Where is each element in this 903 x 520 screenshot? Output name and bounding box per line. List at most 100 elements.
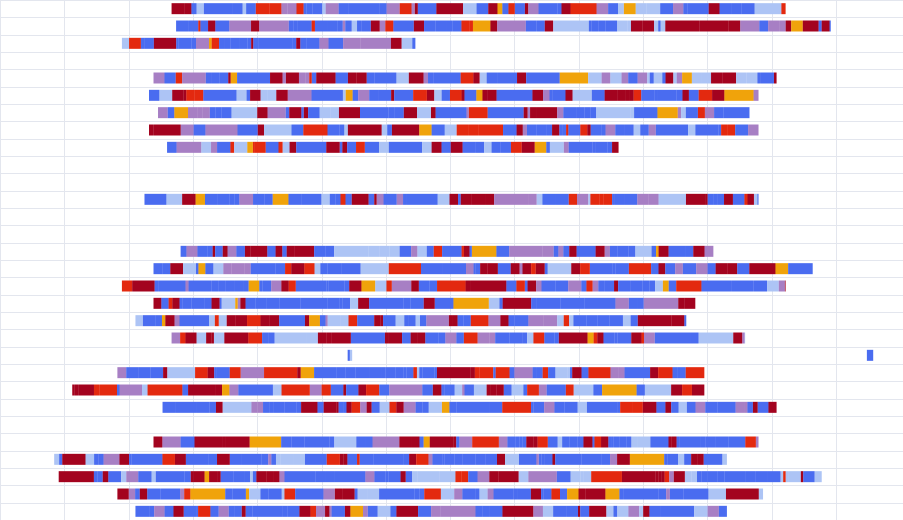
bar-segment	[207, 367, 215, 379]
bar-segment	[566, 505, 578, 517]
bar-segment	[560, 488, 568, 500]
bar-segment	[213, 332, 225, 344]
bar-segment	[260, 89, 268, 101]
bar-segment	[188, 384, 216, 396]
bar-segment	[119, 384, 143, 396]
bar-segment	[164, 505, 174, 517]
bar-segment	[162, 436, 181, 448]
bar-segment	[419, 436, 424, 448]
bar-segment	[309, 315, 320, 327]
bar-segment	[153, 436, 163, 448]
bar-segment	[300, 37, 307, 49]
bar-segment	[206, 332, 212, 344]
bar-segment	[188, 107, 198, 119]
bar-segment	[255, 3, 270, 15]
bar-segment	[553, 505, 567, 517]
bar-segment	[196, 332, 207, 344]
bar-segment	[219, 297, 222, 309]
bar-segment	[304, 453, 327, 465]
bar-segment	[350, 297, 359, 309]
bar-segment	[296, 141, 327, 153]
bar-segment	[357, 315, 375, 327]
bar-segment	[186, 89, 195, 101]
bar-segment	[488, 3, 498, 15]
bar-segment	[297, 367, 301, 379]
bar-segment	[578, 488, 586, 500]
bar-segment	[521, 141, 535, 153]
bar-segment	[424, 488, 441, 500]
bar-segment	[657, 107, 678, 119]
bar-segment	[211, 37, 220, 49]
bar-segment	[327, 297, 340, 309]
bar-segment	[779, 20, 786, 32]
bar-segment	[428, 401, 442, 413]
bar-segment	[347, 141, 357, 153]
bar-segment	[234, 505, 242, 517]
bar-segment	[374, 471, 386, 483]
bar-segment	[601, 124, 606, 136]
bar-segment	[601, 453, 611, 465]
bar-segment	[236, 245, 242, 257]
bar-segment	[361, 20, 371, 32]
bar-segment	[441, 401, 450, 413]
bar-segment	[456, 124, 469, 136]
bar-segment	[665, 72, 674, 84]
bar-segment	[685, 367, 705, 379]
bar-segment	[440, 505, 476, 517]
bar-segment	[289, 107, 302, 119]
bar-segment	[288, 193, 302, 205]
bar-segment	[749, 263, 776, 275]
bar-segment	[194, 89, 204, 101]
bar-segment	[592, 436, 595, 448]
bar-segment	[241, 453, 262, 465]
bar-segment	[456, 332, 464, 344]
bar-segment	[347, 72, 357, 84]
bar-segment	[337, 20, 343, 32]
bar-segment	[461, 89, 465, 101]
bar-segment	[385, 471, 389, 483]
bar-segment	[639, 505, 644, 517]
bar-segment	[517, 488, 531, 500]
bar-segment	[415, 315, 420, 327]
bar-segment	[175, 401, 197, 413]
bar-segment	[422, 401, 429, 413]
bar-segment	[649, 280, 656, 292]
bar-segment	[224, 37, 231, 49]
bar-segment	[454, 488, 463, 500]
bar-segment	[311, 89, 343, 101]
bar-segment	[309, 72, 312, 84]
bar-segment	[596, 3, 609, 15]
bar-segment	[748, 124, 759, 136]
bar-segment	[707, 263, 716, 275]
bar-segment	[724, 89, 754, 101]
bar-segment	[757, 72, 761, 84]
bar-segment	[605, 124, 616, 136]
bar-segment	[653, 72, 663, 84]
bar-segment	[612, 193, 615, 205]
bar-segment	[304, 263, 315, 275]
bar-segment	[281, 436, 292, 448]
bar-segment	[781, 3, 786, 15]
bar-segment	[745, 436, 756, 448]
bar-segment	[62, 453, 86, 465]
bar-segment	[591, 20, 599, 32]
bar-segment	[775, 263, 789, 275]
bar-segment	[462, 488, 476, 500]
bar-row-28	[58, 471, 822, 483]
bar-segment	[580, 471, 584, 483]
bar-segment	[665, 401, 672, 413]
bar-segment	[707, 193, 714, 205]
bar-segment	[200, 20, 209, 32]
bar-segment	[317, 401, 324, 413]
bar-segment	[441, 384, 445, 396]
bar-row-21	[347, 349, 353, 361]
bar-segment	[437, 280, 466, 292]
bar-segment	[196, 37, 209, 49]
bar-segment	[149, 124, 154, 136]
bar-segment	[117, 367, 127, 379]
bar-segment	[379, 3, 387, 15]
bar-segment	[669, 488, 684, 500]
bar-segment	[628, 245, 636, 257]
bar-segment	[437, 193, 450, 205]
bar-segment	[150, 367, 164, 379]
